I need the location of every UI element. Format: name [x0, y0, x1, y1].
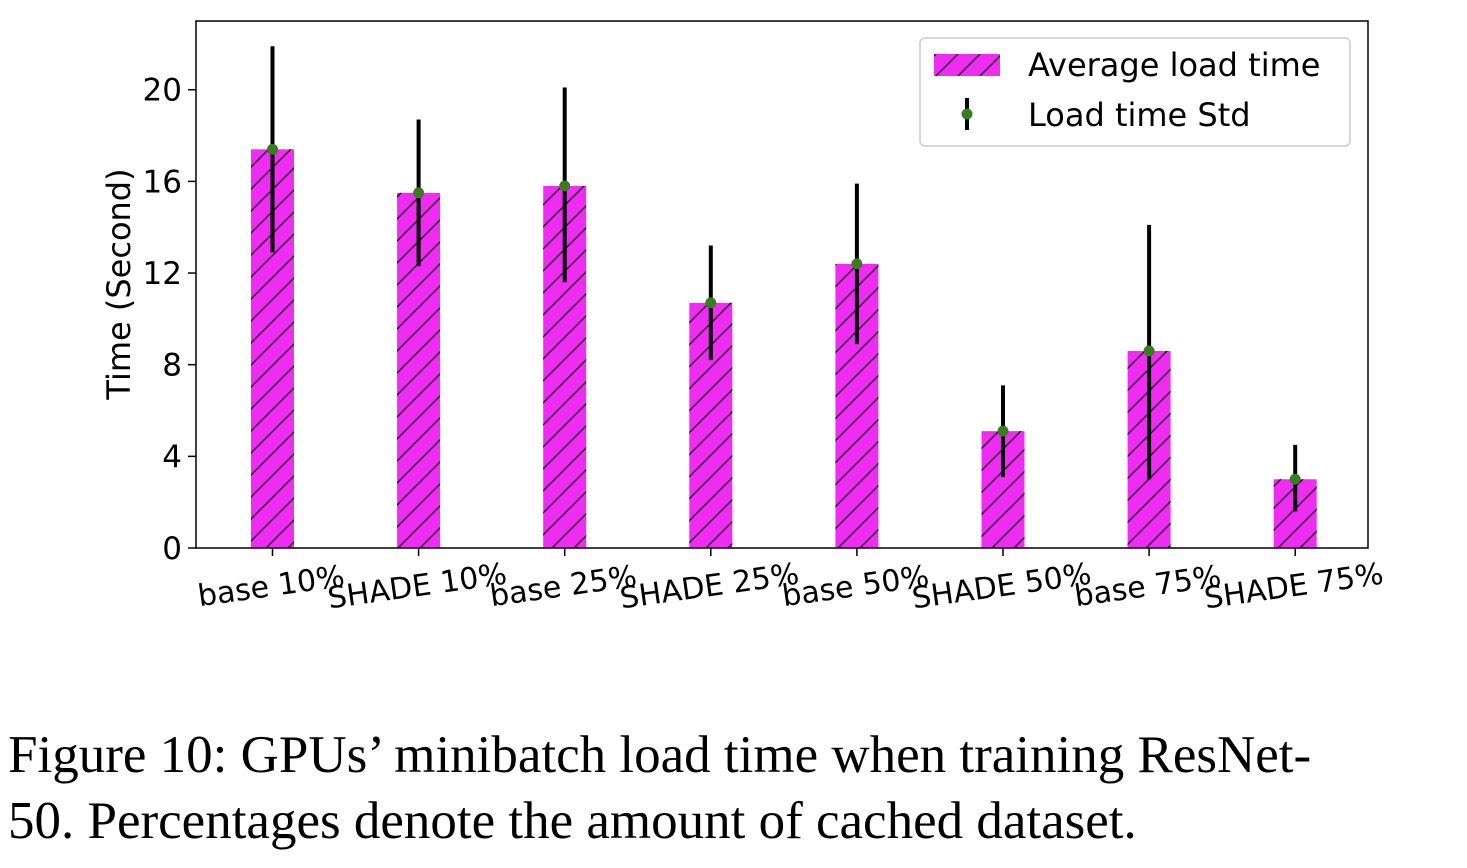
- x-tick-label: SHADE 10%: [326, 557, 510, 617]
- y-tick-label: 20: [143, 73, 182, 109]
- x-tick-label: base 50%: [780, 559, 931, 614]
- legend-swatch-marker: [961, 108, 973, 120]
- mean-marker: [851, 258, 863, 270]
- x-tick-label: SHADE 25%: [618, 557, 802, 617]
- x-tick-label: SHADE 50%: [910, 557, 1094, 617]
- bars-layer: [251, 149, 1317, 548]
- figure-caption: Figure 10: GPUs’ minibatch load time whe…: [8, 722, 1463, 854]
- x-tick-label: base 10%: [196, 559, 347, 614]
- legend-swatch-hatch: [934, 54, 1000, 76]
- y-axis-label: Time (Second): [100, 168, 138, 400]
- mean-marker: [413, 187, 425, 199]
- legend-box: [919, 37, 1351, 147]
- x-tick-label: base 25%: [488, 559, 639, 614]
- mean-marker: [559, 180, 571, 192]
- y-tick-label: 4: [162, 439, 182, 475]
- legend-label-std: Load time Std: [1028, 96, 1251, 134]
- x-tick-label: SHADE 75%: [1202, 557, 1386, 617]
- plot-frame: [195, 20, 1369, 549]
- legend: Average load time Load time Std: [919, 37, 1351, 147]
- mean-marker: [1143, 345, 1155, 357]
- mean-marker: [997, 425, 1009, 437]
- y-tick-label: 0: [162, 531, 182, 567]
- y-tick-label: 12: [143, 256, 182, 292]
- caption-line-2: 50. Percentages denote the amount of cac…: [8, 792, 1137, 850]
- errorbars-layer: [267, 46, 1301, 512]
- y-tick-label: 8: [162, 348, 182, 384]
- caption-line-1: Figure 10: GPUs’ minibatch load time whe…: [8, 726, 1312, 784]
- y-axis: 0 4 8 12 16 20: [143, 73, 196, 567]
- mean-marker: [267, 143, 278, 155]
- y-tick-label: 16: [143, 164, 182, 200]
- mean-marker: [1289, 473, 1301, 485]
- x-tick-label: base 75%: [1072, 559, 1223, 614]
- x-axis: base 10%SHADE 10%base 25%SHADE 25%base 5…: [196, 548, 1386, 616]
- mean-marker: [705, 297, 717, 309]
- legend-label-average: Average load time: [1028, 46, 1320, 84]
